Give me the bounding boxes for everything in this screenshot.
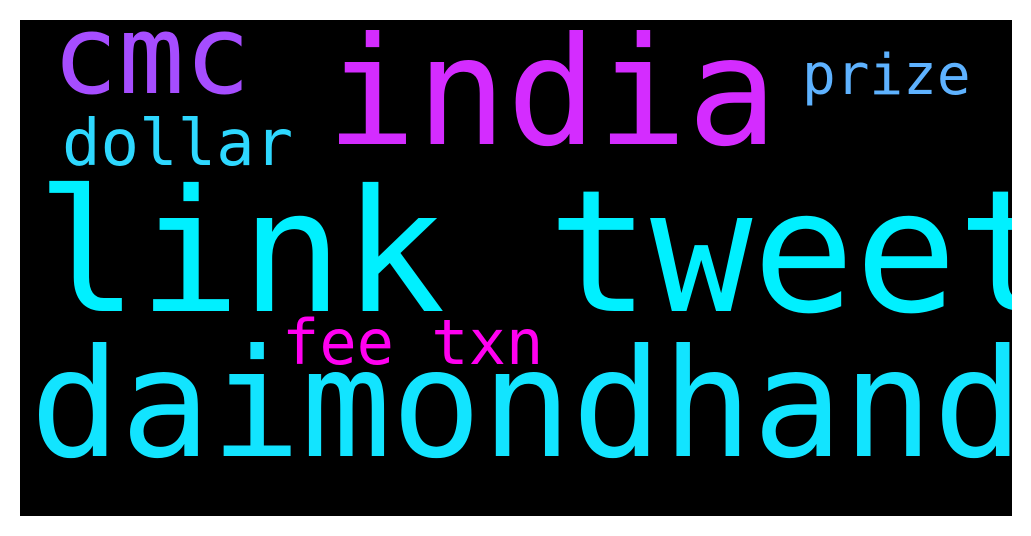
word-fee-txn: fee txn (282, 306, 544, 379)
word-india: india (326, 20, 778, 180)
word-daimondhand: daimondhand (30, 318, 1012, 492)
word-cloud-canvas: cmc india prize dollar link tweet fee tx… (20, 20, 1012, 516)
word-prize: prize (802, 43, 971, 108)
word-cmc: cmc (52, 20, 251, 119)
word-dollar: dollar (62, 107, 294, 181)
word-link-tweet: link tweet (36, 154, 1012, 352)
